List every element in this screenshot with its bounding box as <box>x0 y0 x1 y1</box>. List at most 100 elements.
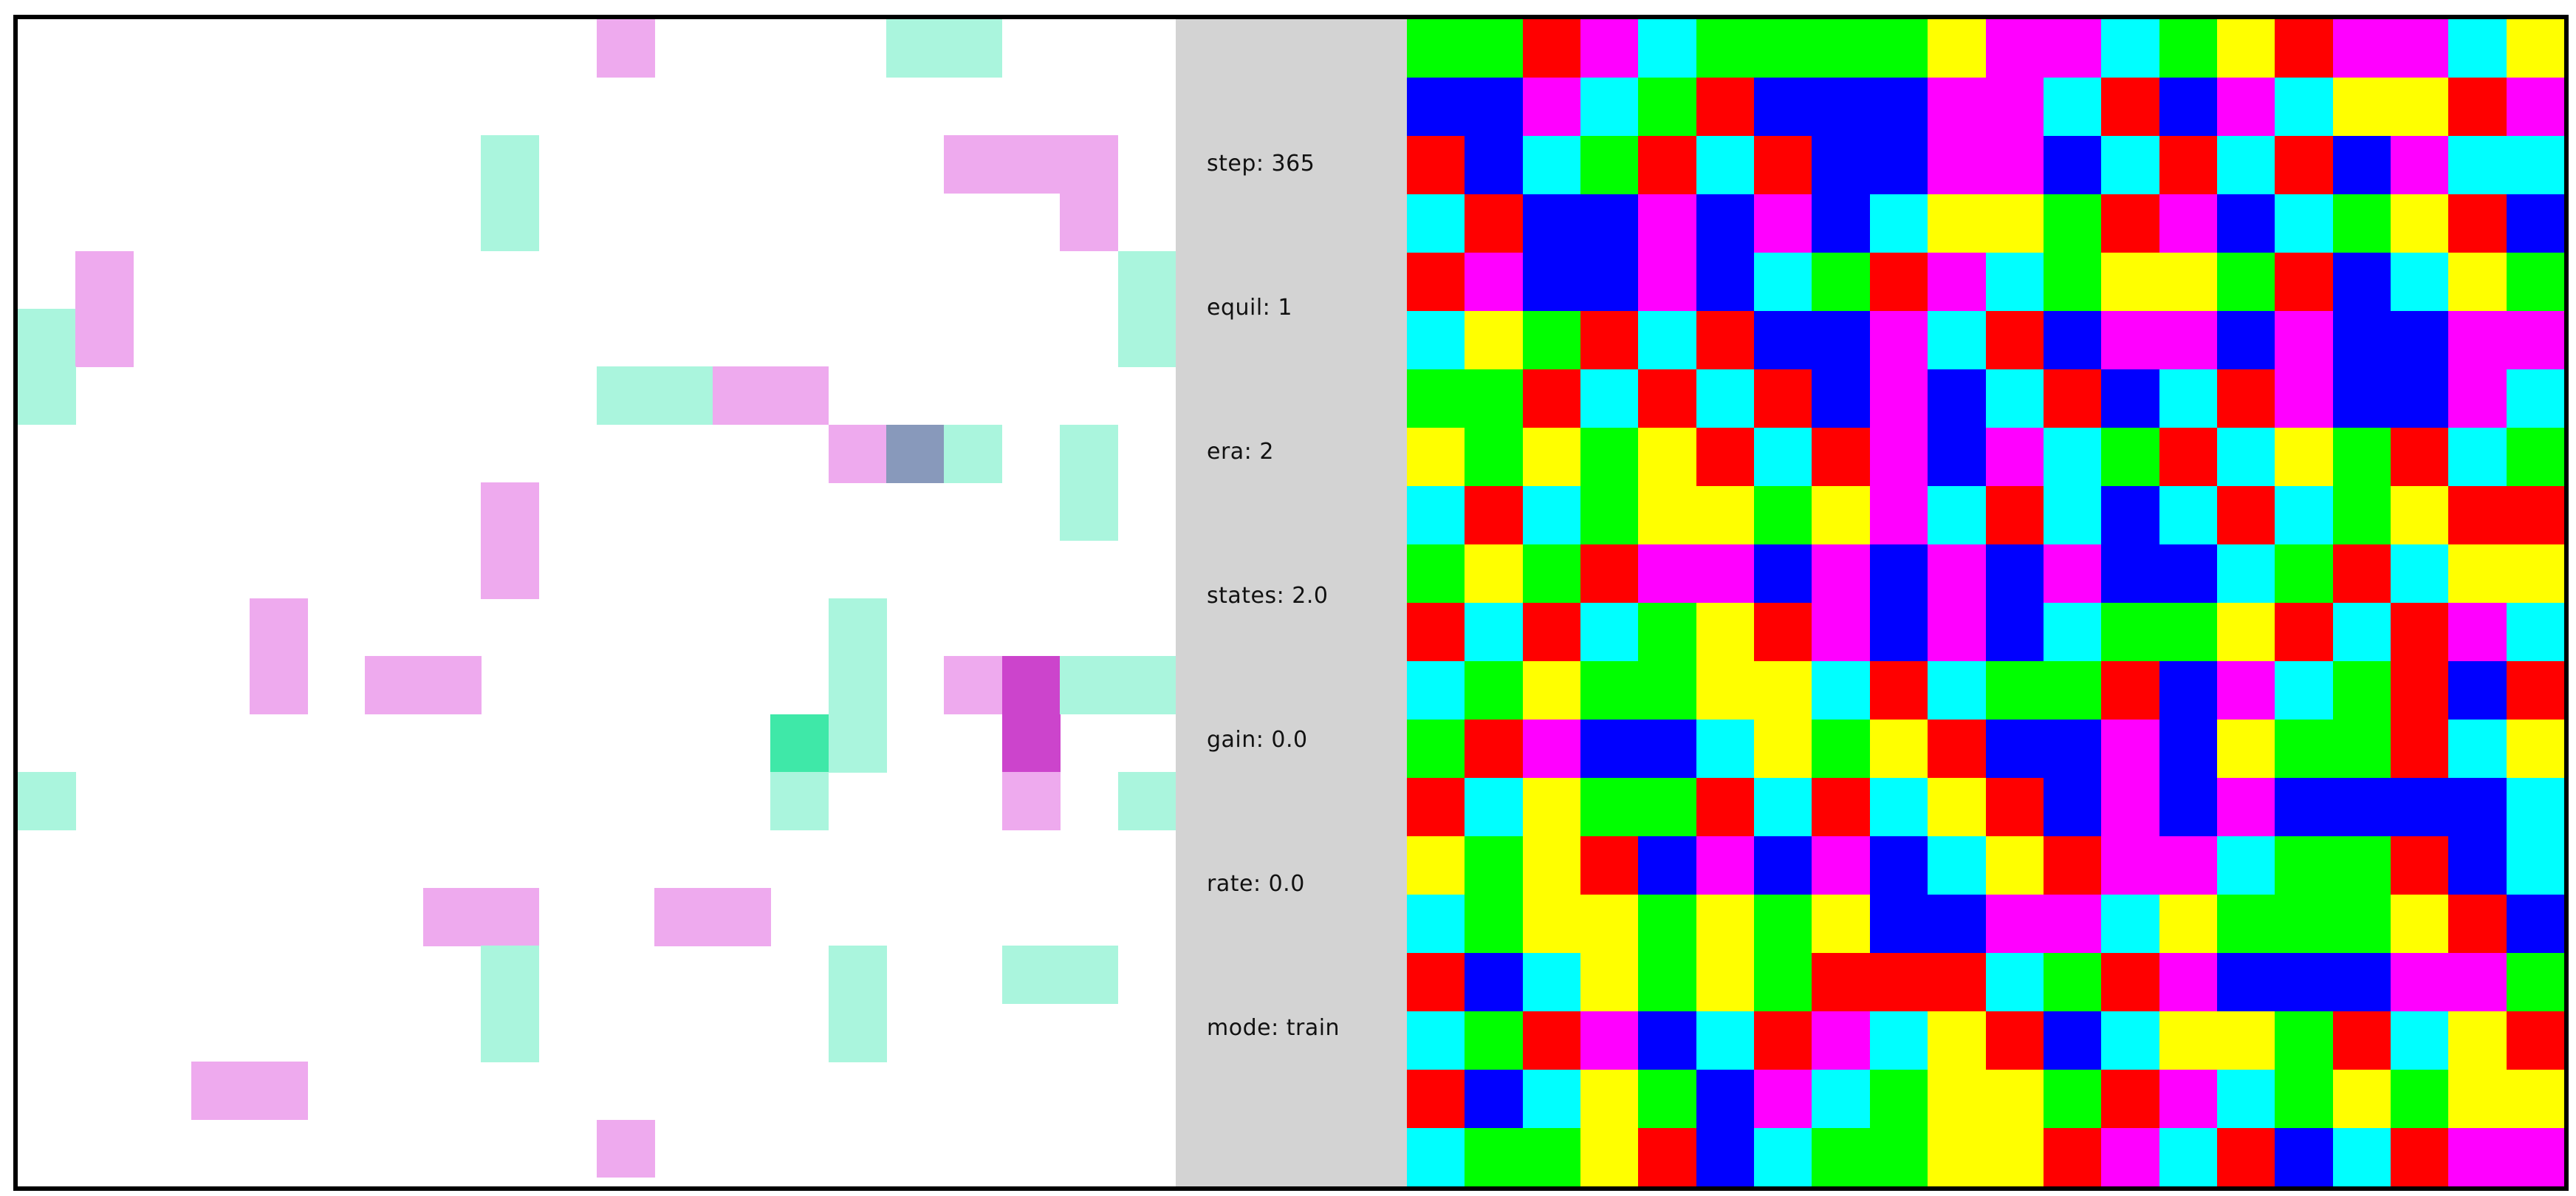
color-cell[interactable] <box>1580 369 1640 428</box>
color-cell[interactable] <box>2216 428 2275 486</box>
color-cell[interactable] <box>1985 778 2044 836</box>
color-cell[interactable] <box>1522 1070 1581 1128</box>
color-cell[interactable] <box>1812 1011 1871 1070</box>
color-cell[interactable] <box>1754 486 1813 544</box>
color-cell[interactable] <box>1696 1070 1755 1128</box>
color-cell[interactable] <box>1407 369 1465 428</box>
color-cell[interactable] <box>2332 194 2391 253</box>
color-cell[interactable] <box>2275 253 2334 311</box>
board-cell[interactable] <box>1060 656 1119 715</box>
color-cell[interactable] <box>1696 778 1755 836</box>
color-cell[interactable] <box>1985 836 2044 895</box>
color-cell[interactable] <box>1407 895 1465 953</box>
board-cell[interactable] <box>191 1062 250 1121</box>
color-cell[interactable] <box>2159 661 2218 720</box>
color-cell[interactable] <box>2216 778 2275 836</box>
color-cell[interactable] <box>1638 836 1697 895</box>
board-cell[interactable] <box>944 656 1003 715</box>
board-cell[interactable] <box>770 366 829 426</box>
color-cell[interactable] <box>1985 1128 2044 1186</box>
board-cell[interactable] <box>1117 772 1176 831</box>
color-cell[interactable] <box>2448 720 2507 778</box>
color-cell[interactable] <box>1522 895 1581 953</box>
board-cell[interactable] <box>886 424 945 483</box>
color-cell[interactable] <box>1812 428 1871 486</box>
color-cell[interactable] <box>2101 78 2160 136</box>
color-cell[interactable] <box>1580 136 1640 194</box>
color-cell[interactable] <box>1696 1011 1755 1070</box>
color-cell[interactable] <box>1812 953 1871 1011</box>
board-cell[interactable] <box>75 250 134 310</box>
board-cell[interactable] <box>481 540 540 599</box>
color-cell[interactable] <box>1407 311 1465 369</box>
board-cell[interactable] <box>712 366 771 426</box>
color-cell[interactable] <box>1407 544 1465 603</box>
color-cell[interactable] <box>1928 1070 1987 1128</box>
color-cell[interactable] <box>2448 778 2507 836</box>
color-cell[interactable] <box>1985 311 2044 369</box>
color-cell[interactable] <box>2043 544 2102 603</box>
board-cell[interactable] <box>18 366 76 426</box>
color-cell[interactable] <box>1985 428 2044 486</box>
color-cell[interactable] <box>2332 253 2391 311</box>
board-cell[interactable] <box>828 424 887 483</box>
color-cell[interactable] <box>2043 720 2102 778</box>
color-cell[interactable] <box>2275 661 2334 720</box>
color-cell[interactable] <box>1580 1128 1640 1186</box>
color-cell[interactable] <box>1407 19 1465 78</box>
color-cell[interactable] <box>2506 720 2564 778</box>
color-cell[interactable] <box>1812 661 1871 720</box>
color-cell[interactable] <box>1638 78 1697 136</box>
board-cell[interactable] <box>481 482 540 541</box>
color-cell[interactable] <box>1985 1070 2044 1128</box>
board-cell[interactable] <box>1117 309 1176 367</box>
color-cell[interactable] <box>1407 78 1465 136</box>
color-cell[interactable] <box>2390 544 2449 603</box>
color-cell[interactable] <box>1985 895 2044 953</box>
color-cell[interactable] <box>2448 661 2507 720</box>
color-cell[interactable] <box>2448 486 2507 544</box>
color-cell[interactable] <box>2101 836 2160 895</box>
color-cell[interactable] <box>2390 194 2449 253</box>
color-cell[interactable] <box>1928 253 1987 311</box>
color-cell[interactable] <box>1638 1128 1697 1186</box>
color-cell[interactable] <box>2448 311 2507 369</box>
color-cell[interactable] <box>1928 544 1987 603</box>
color-cell[interactable] <box>2216 895 2275 953</box>
color-cell[interactable] <box>1465 428 1524 486</box>
color-cell[interactable] <box>1696 486 1755 544</box>
color-cell[interactable] <box>1522 836 1581 895</box>
color-cell[interactable] <box>2448 369 2507 428</box>
color-cell[interactable] <box>2216 720 2275 778</box>
color-cell[interactable] <box>1465 720 1524 778</box>
color-cell[interactable] <box>1580 953 1640 1011</box>
color-cell[interactable] <box>1465 661 1524 720</box>
board-cell[interactable] <box>481 193 540 252</box>
color-cell[interactable] <box>1928 895 1987 953</box>
board-cell[interactable] <box>249 656 308 715</box>
color-cell[interactable] <box>2332 1128 2391 1186</box>
color-cell[interactable] <box>1869 311 1928 369</box>
color-cell[interactable] <box>1869 953 1928 1011</box>
color-cell[interactable] <box>2043 1011 2102 1070</box>
color-cell[interactable] <box>1812 19 1871 78</box>
color-cell[interactable] <box>1580 836 1640 895</box>
board-cell[interactable] <box>597 1119 655 1178</box>
color-cell[interactable] <box>1869 19 1928 78</box>
color-cell[interactable] <box>1638 253 1697 311</box>
color-cell[interactable] <box>2275 428 2334 486</box>
color-cell[interactable] <box>1869 1070 1928 1128</box>
color-cell[interactable] <box>1522 369 1581 428</box>
color-cell[interactable] <box>1754 603 1813 661</box>
color-cell[interactable] <box>1754 1070 1813 1128</box>
color-cell[interactable] <box>2390 311 2449 369</box>
color-cell[interactable] <box>2043 19 2102 78</box>
board-cell[interactable] <box>828 656 887 715</box>
board-cell[interactable] <box>481 888 540 946</box>
color-cell[interactable] <box>2448 603 2507 661</box>
color-cell[interactable] <box>1522 78 1581 136</box>
color-cell[interactable] <box>2159 836 2218 895</box>
color-cell[interactable] <box>2101 19 2160 78</box>
color-cell[interactable] <box>2332 428 2391 486</box>
color-cell[interactable] <box>2332 661 2391 720</box>
